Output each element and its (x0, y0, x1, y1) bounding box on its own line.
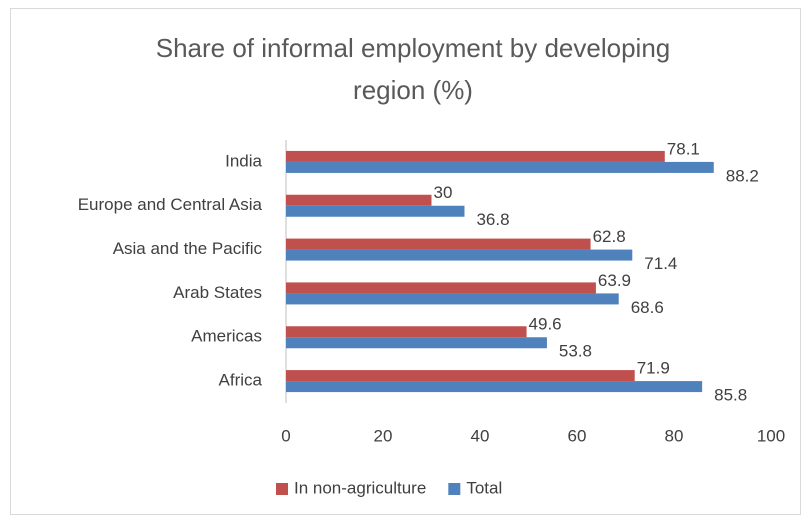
legend-label: In non-agriculture (294, 478, 426, 497)
x-tick-label: 40 (471, 426, 490, 445)
legend-label: Total (466, 478, 502, 497)
data-label: 88.2 (726, 166, 759, 185)
y-tick-label: Americas (191, 327, 262, 346)
bar (286, 150, 665, 162)
y-tick-label: Arab States (173, 283, 262, 302)
y-tick-label: Europe and Central Asia (78, 195, 263, 214)
bar (286, 381, 703, 393)
x-tick-label: 100 (757, 426, 785, 445)
x-tick-label: 0 (281, 426, 290, 445)
data-label: 71.4 (644, 254, 677, 273)
y-tick-label: Asia and the Pacific (113, 239, 263, 258)
data-label: 53.8 (559, 342, 592, 361)
x-tick-label: 80 (665, 426, 684, 445)
x-tick-label: 20 (374, 426, 393, 445)
bar (286, 249, 633, 261)
y-tick-label: India (225, 151, 262, 170)
data-label: 85.8 (714, 386, 747, 405)
data-label: 49.6 (529, 315, 562, 334)
bar (286, 238, 591, 250)
chart-title: Share of informal employment by developi… (156, 33, 671, 105)
chart-border (10, 8, 801, 515)
bar (286, 205, 465, 217)
bar (286, 326, 527, 338)
y-tick-label: Africa (219, 371, 263, 390)
data-label: 68.6 (631, 298, 664, 317)
bar (286, 194, 432, 206)
bar (286, 282, 596, 294)
data-label: 30 (434, 183, 453, 202)
data-label: 71.9 (637, 359, 670, 378)
bar (286, 161, 714, 173)
bar (286, 337, 547, 349)
data-label: 62.8 (593, 227, 626, 246)
data-label: 78.1 (667, 139, 700, 158)
legend-swatch (276, 483, 288, 495)
bar (286, 293, 619, 305)
data-label: 36.8 (476, 210, 509, 229)
legend-swatch (448, 483, 461, 495)
data-label: 63.9 (598, 271, 631, 290)
x-tick-label: 60 (568, 426, 587, 445)
bar (286, 370, 635, 382)
